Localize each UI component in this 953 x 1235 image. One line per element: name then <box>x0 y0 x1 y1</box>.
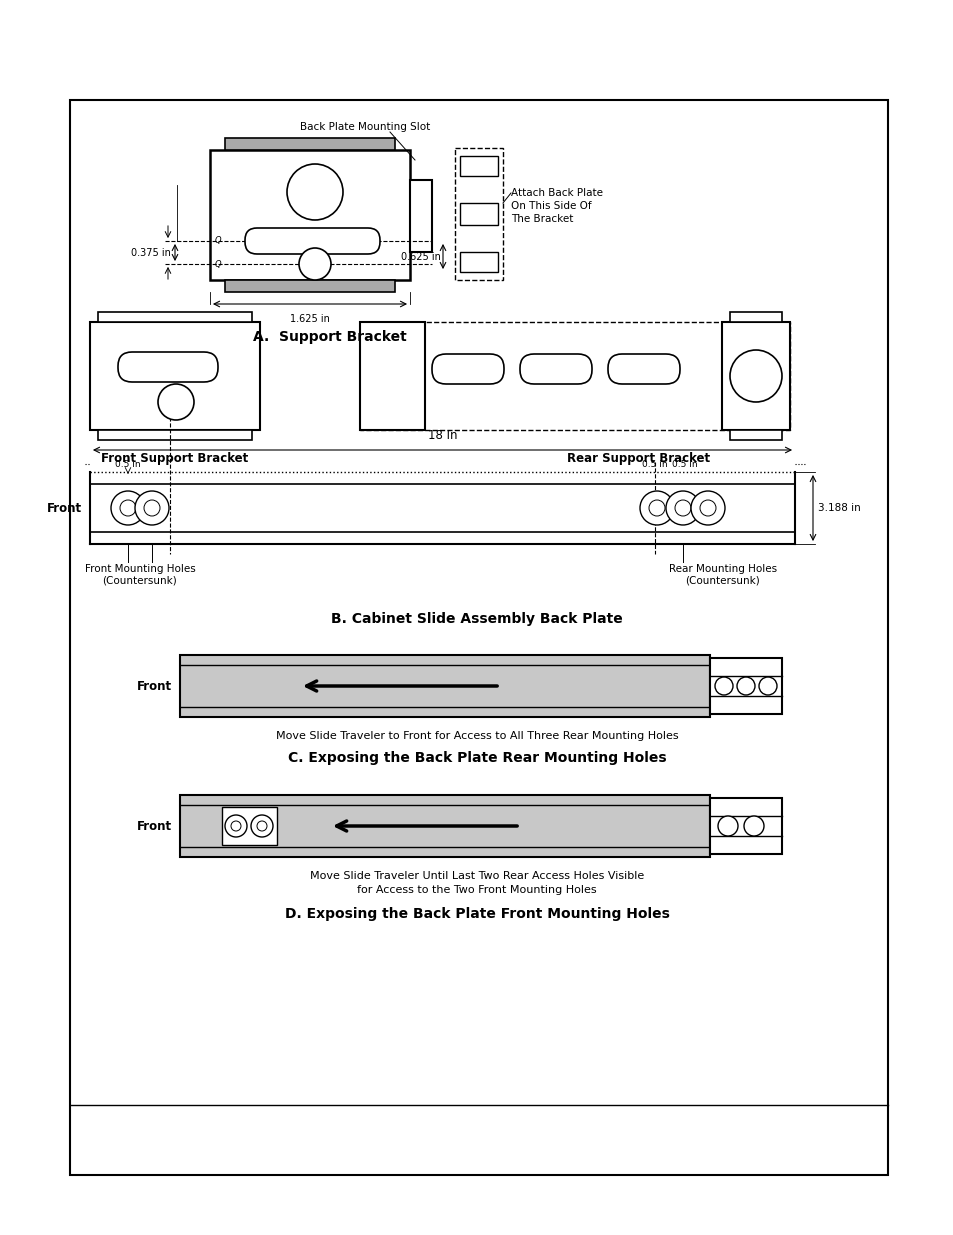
Circle shape <box>714 677 732 695</box>
Bar <box>459 252 497 272</box>
Circle shape <box>729 350 781 403</box>
FancyBboxPatch shape <box>432 354 503 384</box>
Bar <box>709 658 781 714</box>
Text: Attach Back Plate
On This Side Of
The Bracket: Attach Back Plate On This Side Of The Br… <box>511 188 602 225</box>
Text: for Access to the Two Front Mounting Holes: for Access to the Two Front Mounting Hol… <box>356 885 597 895</box>
Bar <box>459 203 497 225</box>
Circle shape <box>718 816 738 836</box>
Bar <box>410 180 432 252</box>
Text: Rear Mounting Holes
(Countersunk): Rear Mounting Holes (Countersunk) <box>668 564 777 585</box>
Bar <box>98 430 252 440</box>
FancyBboxPatch shape <box>245 228 379 254</box>
Text: 0.375 in: 0.375 in <box>131 247 171 258</box>
Circle shape <box>639 492 673 525</box>
Text: A.  Support Bracket: A. Support Bracket <box>253 330 406 345</box>
Text: Front: Front <box>136 820 172 832</box>
Text: Front: Front <box>136 679 172 693</box>
Circle shape <box>225 815 247 837</box>
Text: 1.625 in: 1.625 in <box>290 314 330 324</box>
Text: 0.5 in: 0.5 in <box>115 459 141 469</box>
Bar <box>359 322 789 430</box>
Text: Q: Q <box>214 236 221 246</box>
Bar <box>98 312 252 322</box>
Text: Front Support Bracket: Front Support Bracket <box>101 452 249 466</box>
Bar <box>210 149 410 280</box>
Circle shape <box>135 492 169 525</box>
Text: 0.5 in: 0.5 in <box>641 459 667 469</box>
Text: Front Mounting Holes
(Countersunk): Front Mounting Holes (Countersunk) <box>85 564 195 585</box>
Circle shape <box>759 677 776 695</box>
Text: C. Exposing the Back Plate Rear Mounting Holes: C. Exposing the Back Plate Rear Mounting… <box>288 751 665 764</box>
Circle shape <box>298 248 331 280</box>
Circle shape <box>251 815 273 837</box>
Text: Q: Q <box>214 259 221 268</box>
Bar <box>459 156 497 177</box>
FancyBboxPatch shape <box>607 354 679 384</box>
Circle shape <box>120 500 136 516</box>
Circle shape <box>700 500 716 516</box>
Text: B. Cabinet Slide Assembly Back Plate: B. Cabinet Slide Assembly Back Plate <box>331 613 622 626</box>
Bar <box>721 322 789 430</box>
Circle shape <box>743 816 763 836</box>
Text: Move Slide Traveler to Front for Access to All Three Rear Mounting Holes: Move Slide Traveler to Front for Access … <box>275 731 678 741</box>
Circle shape <box>737 677 754 695</box>
Text: 0.5 in: 0.5 in <box>672 459 697 469</box>
Bar <box>90 322 260 430</box>
Text: Front: Front <box>47 501 82 515</box>
FancyBboxPatch shape <box>118 352 218 382</box>
Bar <box>455 148 502 280</box>
Circle shape <box>158 384 193 420</box>
Circle shape <box>111 492 145 525</box>
Circle shape <box>690 492 724 525</box>
Text: Rear Support Bracket: Rear Support Bracket <box>566 452 709 466</box>
Circle shape <box>675 500 690 516</box>
Text: Move Slide Traveler Until Last Two Rear Access Holes Visible: Move Slide Traveler Until Last Two Rear … <box>310 871 643 881</box>
Bar <box>225 280 395 291</box>
Circle shape <box>287 164 343 220</box>
Bar <box>729 430 781 440</box>
Text: 18 In: 18 In <box>427 429 456 442</box>
Bar <box>225 138 395 149</box>
Circle shape <box>665 492 700 525</box>
Text: Back Plate Mounting Slot: Back Plate Mounting Slot <box>299 122 430 132</box>
Bar <box>222 806 276 845</box>
Bar <box>180 795 709 857</box>
Circle shape <box>231 821 241 831</box>
Bar <box>180 655 709 718</box>
Text: 3.188 in: 3.188 in <box>817 503 860 513</box>
Text: 0.625 in: 0.625 in <box>400 252 440 262</box>
Circle shape <box>144 500 160 516</box>
Bar <box>709 798 781 853</box>
Text: D. Exposing the Back Plate Front Mounting Holes: D. Exposing the Back Plate Front Mountin… <box>284 906 669 921</box>
FancyBboxPatch shape <box>519 354 592 384</box>
Circle shape <box>648 500 664 516</box>
Circle shape <box>256 821 267 831</box>
Bar <box>359 322 424 430</box>
Bar <box>729 312 781 322</box>
Bar <box>70 100 887 1174</box>
